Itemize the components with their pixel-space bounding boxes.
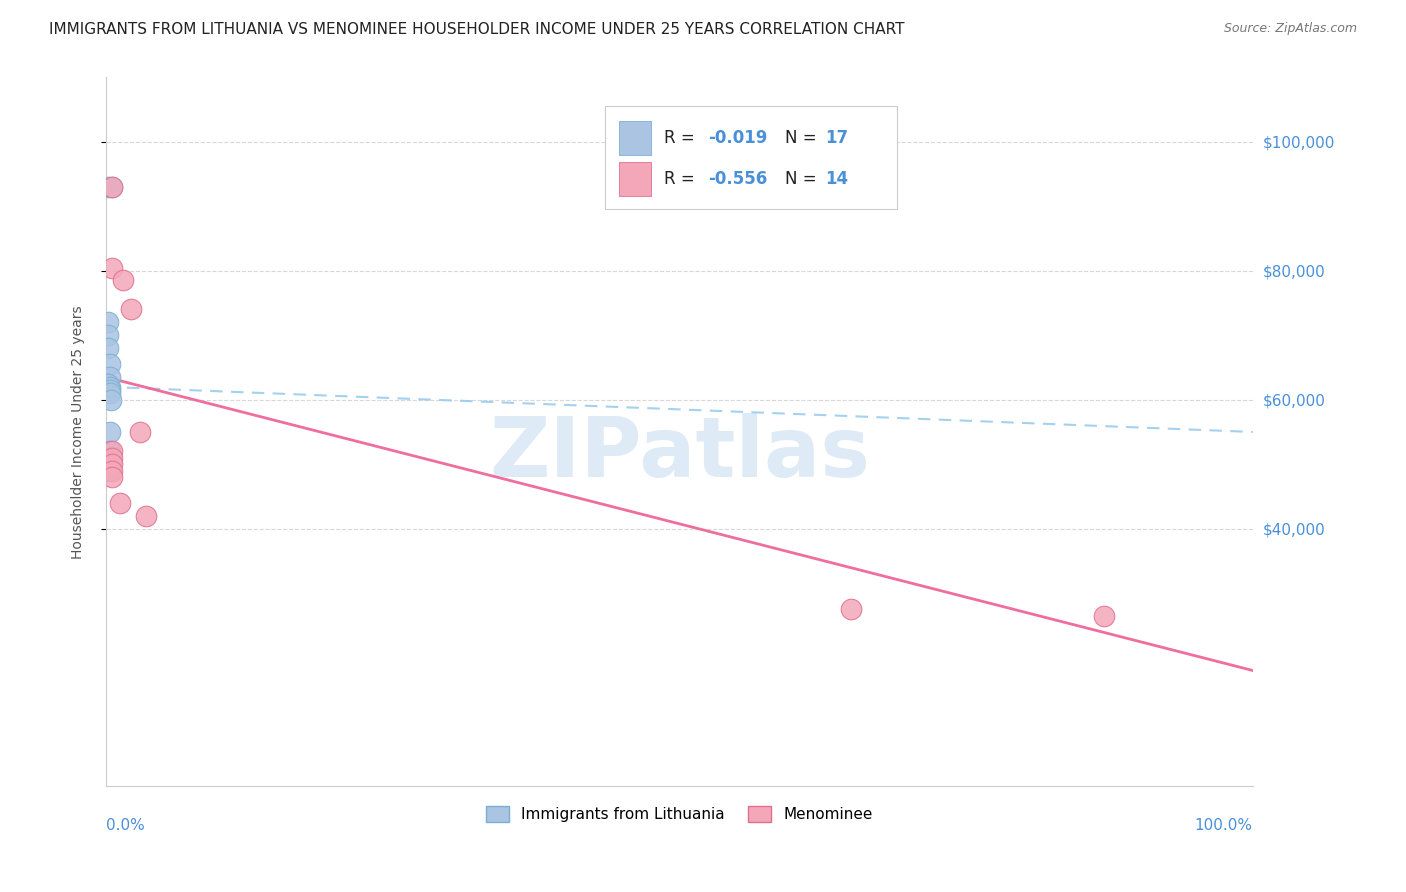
Point (97, 341, 120, 355)
Point (97, 180, 120, 194)
Point (1092, 608, 1115, 623)
Text: N =: N = (785, 129, 821, 147)
Point (97, 328, 120, 343)
Point (120, 302, 142, 317)
Point (101, 457, 124, 471)
Legend: Immigrants from Lithuania, Menominee: Immigrants from Lithuania, Menominee (481, 800, 879, 829)
Point (98, 357, 121, 371)
Text: -0.019: -0.019 (709, 129, 768, 147)
Point (98, 383, 121, 397)
Point (101, 464, 124, 478)
Point (100, 392, 122, 407)
Text: 100.0%: 100.0% (1195, 818, 1253, 833)
Y-axis label: Householder Income Under 25 years: Householder Income Under 25 years (72, 305, 86, 558)
Text: 14: 14 (825, 169, 848, 188)
Text: R =: R = (665, 169, 700, 188)
Point (101, 450, 124, 465)
Point (101, 180, 124, 194)
Point (101, 444, 124, 458)
Point (98, 370, 121, 384)
Point (101, 470, 124, 484)
Point (98, 425, 121, 439)
Text: IMMIGRANTS FROM LITHUANIA VS MENOMINEE HOUSEHOLDER INCOME UNDER 25 YEARS CORRELA: IMMIGRANTS FROM LITHUANIA VS MENOMINEE H… (49, 22, 904, 37)
Point (135, 508, 157, 523)
Text: -0.556: -0.556 (709, 169, 768, 188)
Text: N =: N = (785, 169, 821, 188)
Point (98, 464, 121, 478)
Point (98, 386, 121, 401)
Point (98, 450, 121, 465)
Point (98, 380, 121, 394)
Text: 17: 17 (825, 129, 848, 147)
Text: Source: ZipAtlas.com: Source: ZipAtlas.com (1223, 22, 1357, 36)
Text: R =: R = (665, 129, 700, 147)
Point (98, 444, 121, 458)
Point (129, 425, 152, 439)
Bar (619, 121, 651, 155)
Point (112, 273, 135, 287)
Text: 0.0%: 0.0% (105, 818, 145, 833)
Point (101, 180, 124, 194)
Bar (605, 106, 897, 209)
Text: ZIPatlas: ZIPatlas (489, 413, 870, 494)
Point (108, 496, 131, 510)
Point (841, 602, 863, 616)
Point (101, 260, 124, 275)
Point (97, 315, 120, 329)
Bar (619, 161, 651, 196)
Point (98, 457, 121, 471)
Point (97, 376, 120, 391)
